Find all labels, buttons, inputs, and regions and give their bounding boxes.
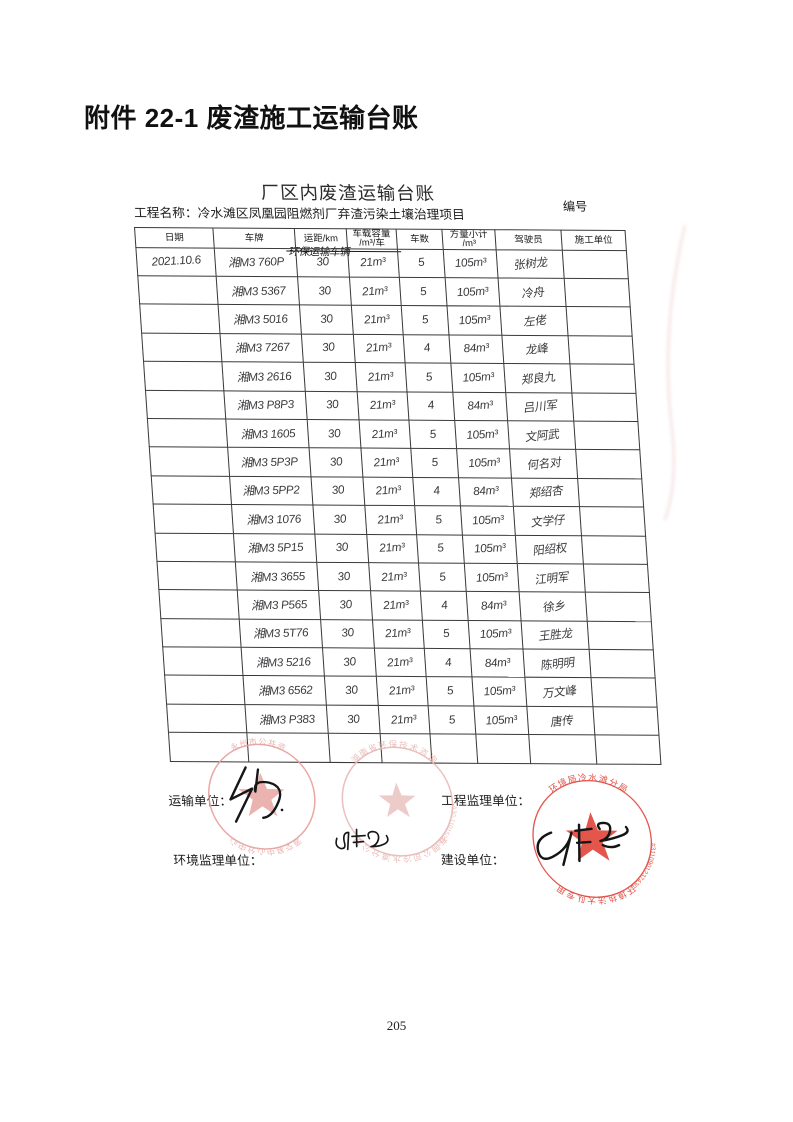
svg-text:湖南省环保技术咨询: 湖南省环保技术咨询 [347,738,441,766]
svg-text:源交易中心分中心: 源交易中心分中心 [226,835,303,857]
svg-text:永州市公共资: 永州市公共资 [228,736,289,753]
svg-text:环境执法大队专用: 环境执法大队专用 [553,882,638,906]
svg-text:环境局冷水滩分局: 环境局冷水滩分局 [546,771,631,795]
